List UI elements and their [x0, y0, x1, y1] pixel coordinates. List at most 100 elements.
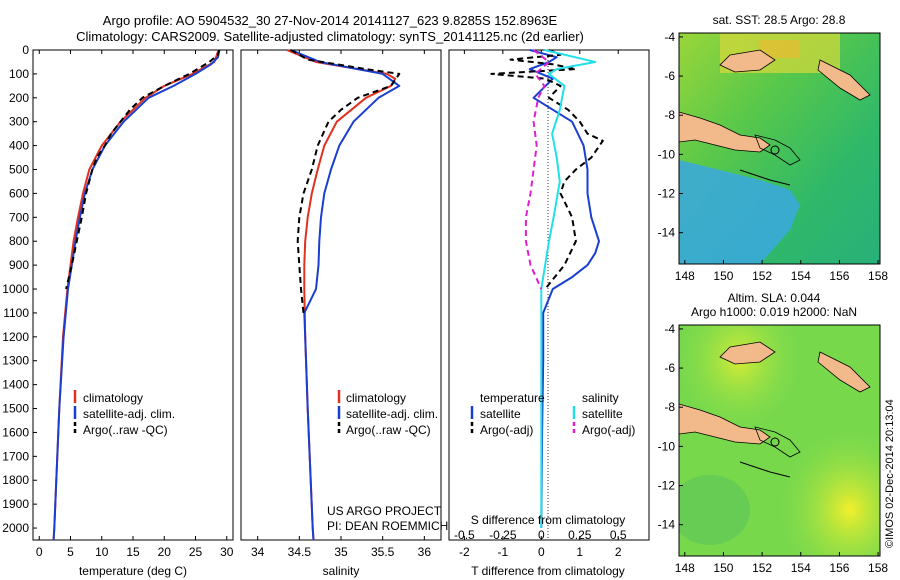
sla-map-title-line-1: Altim. SLA: 0.044 — [728, 291, 821, 305]
map-y-tick-label: -10 — [658, 147, 676, 161]
map-x-tick-label: 152 — [752, 561, 772, 575]
profile-line — [65, 49, 221, 290]
map-x-tick-label: 154 — [791, 269, 811, 283]
legend-label-s-argo: Argo(-adj) — [582, 423, 635, 437]
x-tick-label: 15 — [126, 545, 140, 559]
y-tick-label: 1900 — [2, 497, 29, 511]
profile-line — [490, 49, 604, 290]
map-y-tick-label: -12 — [658, 187, 676, 201]
new-guinea-land — [679, 111, 771, 153]
legend-label-t-argo: Argo(-adj) — [480, 423, 533, 437]
map-x-tick-label: 152 — [752, 269, 772, 283]
y-tick-label: 900 — [9, 258, 29, 272]
sla-map-panel: Altim. SLA: 0.044 Argo h1000: 0.019 h200… — [658, 291, 889, 575]
legend-label-satellite: satellite-adj. clim. — [346, 407, 438, 421]
new-ireland-land — [817, 59, 871, 101]
map-y-tick-label: -8 — [664, 108, 675, 122]
s-tick-label: 0.25 — [568, 528, 592, 542]
new-britain-land — [719, 341, 776, 365]
x-tick-label: 0 — [36, 545, 43, 559]
map-x-tick-label: 158 — [868, 269, 888, 283]
y-tick-label: 1500 — [2, 402, 29, 416]
legend-label-climatology: climatology — [83, 391, 143, 405]
x-tick-label: 1 — [576, 545, 583, 559]
x-tick-label: 35.5 — [371, 545, 395, 559]
y-tick-label: 2000 — [2, 521, 29, 535]
profile-line — [540, 49, 597, 528]
new-britain-land — [719, 49, 776, 73]
sst-map-frame — [678, 32, 881, 265]
y-tick-label: 1400 — [2, 378, 29, 392]
map-y-tick-label: -6 — [664, 69, 675, 83]
salinity-axis-label: salinity — [323, 564, 360, 578]
island-chain — [739, 169, 791, 186]
x-tick-label: 0 — [538, 545, 545, 559]
x-tick-label: 30 — [220, 545, 234, 559]
y-tick-label: 200 — [9, 91, 29, 105]
map-y-tick-label: -8 — [664, 400, 675, 414]
s-tick-label: -0.5 — [454, 528, 475, 542]
y-tick-label: 0 — [22, 43, 29, 57]
y-tick-label: 600 — [9, 186, 29, 200]
salinity-panel: 34 34.5 35 35.5 36 salinity climatology sate… — [240, 49, 448, 578]
imos-credit: ©IMOS 02-Dec-2014 20:13:04 — [884, 399, 896, 548]
x-tick-label: 10 — [95, 545, 109, 559]
title-line-1: Argo profile: AO 5904532_30 27-Nov-2014 … — [103, 13, 558, 28]
map-x-tick-label: 148 — [675, 561, 695, 575]
map-y-tick-label: -14 — [658, 518, 676, 532]
s-tick-label: 0 — [538, 528, 545, 542]
y-tick-label: 1200 — [2, 330, 29, 344]
legend-heading-salinity: salinity — [582, 391, 619, 405]
map-x-tick-label: 158 — [868, 561, 888, 575]
salinity-plot-frame — [240, 49, 442, 541]
difference-legend: temperature satellite Argo(-adj) salinit… — [470, 391, 635, 437]
profile-line — [290, 49, 401, 314]
y-tick-label: 1800 — [2, 473, 29, 487]
argo-location-marker — [770, 145, 780, 155]
pi-credit: PI: DEAN ROEMMICH — [327, 519, 448, 533]
temperature-panel: 0100200300400500600700800900100011001200… — [2, 43, 233, 578]
temperature-axis-label: temperature (deg C) — [79, 564, 187, 578]
y-tick-label: 800 — [9, 234, 29, 248]
x-tick-label: 34.5 — [288, 545, 312, 559]
map-y-tick-label: -14 — [658, 226, 676, 240]
map-y-tick-label: -4 — [664, 322, 675, 336]
map-x-tick-label: 154 — [791, 561, 811, 575]
y-tick-label: 1700 — [2, 449, 29, 463]
map-x-tick-label: 156 — [829, 269, 849, 283]
x-tick-label: 35 — [334, 545, 348, 559]
title-line-2: Climatology: CARS2009. Satellite-adjuste… — [76, 29, 584, 44]
y-tick-label: 1100 — [3, 306, 29, 320]
map-y-tick-label: -12 — [658, 479, 676, 493]
temperature-plot-frame — [32, 49, 234, 541]
y-tick-label: 300 — [9, 115, 29, 129]
sst-warm-patch — [760, 40, 800, 58]
map-y-tick-label: -4 — [664, 30, 675, 44]
difference-plot-frame — [448, 49, 650, 541]
salinity-legend: climatology satellite-adj. clim. Argo(..… — [337, 390, 438, 437]
x-tick-label: 36 — [418, 545, 432, 559]
map-y-tick-label: -10 — [658, 439, 676, 453]
x-tick-label: 34 — [251, 545, 265, 559]
map-x-tick-label: 148 — [675, 269, 695, 283]
legend-label-satellite: satellite-adj. clim. — [83, 407, 175, 421]
y-tick-label: 1000 — [2, 282, 29, 296]
t-difference-axis-label: T difference from climatology — [471, 564, 625, 578]
temperature-legend: climatology satellite-adj. clim. Argo(..… — [73, 390, 175, 437]
x-tick-label: -2 — [459, 545, 470, 559]
map-x-tick-label: 156 — [829, 561, 849, 575]
x-tick-label: 25 — [189, 545, 203, 559]
legend-label-t-satellite: satellite — [480, 407, 521, 421]
island-chain — [754, 426, 801, 458]
difference-panel: -2 -1 0 1 2 -0.5 -0.25 0 0.25 0.5 S difference f… — [448, 49, 650, 578]
sla-map-frame — [678, 324, 881, 557]
sla-map-title-line-2: Argo h1000: 0.019 h2000: NaN — [691, 305, 857, 319]
map-x-tick-label: 150 — [713, 561, 733, 575]
s-difference-axis-label: S difference from climatology — [471, 513, 626, 527]
argo-location-marker — [770, 437, 780, 447]
x-tick-label: 5 — [67, 545, 74, 559]
sst-map-panel: sat. SST: 28.5 Argo: 28.8 148 150 152 154 15… — [658, 13, 889, 283]
y-tick-label: 500 — [9, 163, 29, 177]
legend-label-argo: Argo(..raw -QC) — [346, 423, 431, 437]
